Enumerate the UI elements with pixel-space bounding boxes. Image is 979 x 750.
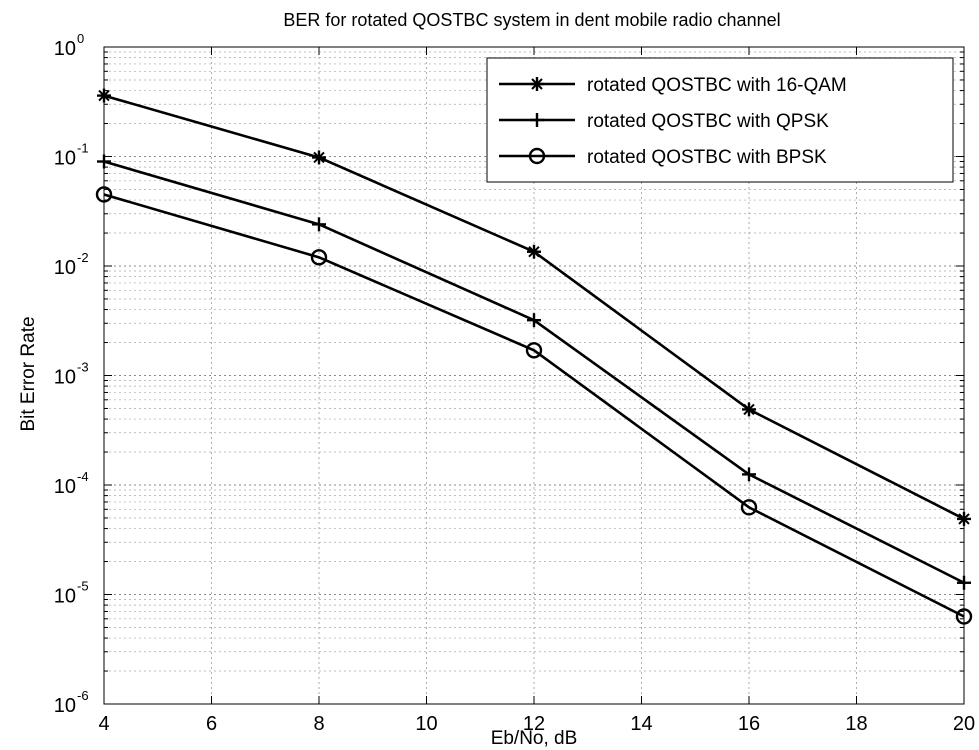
marker-d2	[313, 151, 325, 164]
legend-marker-2	[528, 147, 546, 165]
series-line-2	[103, 193, 965, 618]
y-tick-label: 10	[54, 257, 76, 279]
data-point-2-0	[95, 186, 113, 203]
series-layer	[95, 88, 973, 625]
marker-d2	[98, 89, 110, 102]
x-tick-label: 20	[953, 713, 975, 735]
y-tick-label: 10	[54, 695, 76, 717]
y-tick-label: 10	[54, 148, 76, 170]
data-point-0-1	[312, 150, 326, 165]
x-axis-label: Eb/No, dB	[491, 728, 578, 749]
data-point-0-3	[742, 402, 756, 417]
data-point-1-1	[312, 217, 326, 232]
y-axis-label: Bit Error Rate	[18, 316, 39, 431]
data-point-2-4	[955, 608, 973, 625]
y-tick-exponent: -3	[77, 360, 89, 375]
legend-marker-1	[530, 113, 544, 127]
data-point-0-2	[527, 244, 541, 259]
data-point-1-3	[742, 467, 756, 482]
x-tick-label: 14	[630, 713, 652, 735]
y-tick-label: 10	[54, 38, 76, 60]
y-tick-label: 10	[54, 367, 76, 389]
marker-circle	[740, 499, 758, 516]
legend-marker-0	[530, 77, 544, 91]
marker-d2	[528, 246, 540, 258]
data-point-0-4	[957, 511, 971, 526]
marker-circle	[955, 608, 973, 625]
x-tick-label: 12	[523, 713, 545, 735]
data-point-2-1	[310, 249, 328, 266]
legend-label-2: rotated QOSTBC with BPSK	[587, 147, 827, 168]
data-point-1-0	[97, 154, 111, 169]
data-point-2-2	[525, 342, 543, 359]
data-point-2-3	[740, 499, 758, 516]
marker-circle	[95, 186, 113, 203]
x-tick-label: 10	[415, 713, 437, 735]
marker-circle	[310, 249, 328, 266]
x-tick-label: 4	[98, 713, 109, 735]
y-tick-label: 10	[54, 476, 76, 498]
marker-d2	[743, 403, 755, 416]
marker-d2	[531, 78, 543, 90]
legend: rotated QOSTBC with 16-QAM rotated QOSTBC…	[486, 57, 954, 183]
legend-label-0: rotated QOSTBC with 16-QAM	[587, 75, 847, 96]
y-tick-exponent: -4	[77, 469, 89, 484]
y-tick-exponent: 0	[77, 31, 84, 46]
marker-d2	[958, 513, 970, 525]
y-tick-exponent: -1	[77, 141, 89, 156]
data-point-0-0	[97, 88, 111, 103]
x-tick-label: 16	[738, 713, 760, 735]
data-point-1-4	[957, 575, 971, 590]
y-tick-exponent: -6	[77, 688, 89, 703]
chart-title: BER for rotated QOSTBC system in dent mo…	[283, 10, 780, 30]
x-tick-label: 18	[845, 713, 867, 735]
marker-circle	[525, 342, 543, 359]
x-tick-label: 8	[313, 713, 324, 735]
y-tick-exponent: -5	[77, 579, 89, 594]
marker-circle	[528, 147, 546, 165]
data-point-1-2	[527, 313, 541, 328]
legend-label-1: rotated QOSTBC with QPSK	[587, 111, 829, 132]
y-tick-exponent: -2	[77, 250, 89, 265]
y-tick-label: 10	[54, 586, 76, 608]
x-tick-label: 6	[206, 713, 217, 735]
